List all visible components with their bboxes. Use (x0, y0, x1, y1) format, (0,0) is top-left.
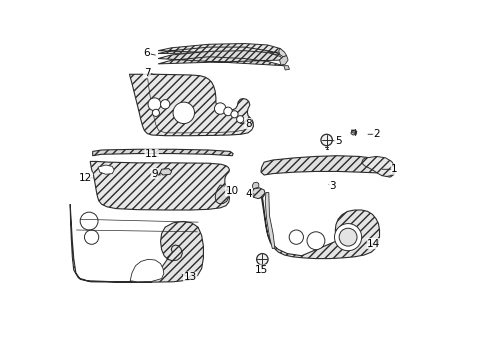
Text: 6: 6 (143, 48, 150, 58)
Text: 1: 1 (390, 164, 397, 174)
Text: 12: 12 (79, 173, 92, 183)
Polygon shape (264, 193, 274, 249)
Circle shape (306, 232, 324, 249)
Polygon shape (260, 190, 379, 258)
Text: 14: 14 (366, 239, 380, 249)
Circle shape (230, 111, 238, 118)
Text: 11: 11 (145, 149, 158, 159)
Circle shape (80, 212, 98, 230)
Text: 5: 5 (334, 136, 341, 146)
Circle shape (236, 116, 244, 123)
Polygon shape (252, 182, 258, 189)
Polygon shape (70, 204, 203, 282)
Circle shape (339, 228, 356, 246)
Circle shape (334, 224, 361, 251)
Circle shape (288, 230, 303, 244)
Text: 15: 15 (255, 265, 268, 275)
Circle shape (224, 107, 232, 116)
Text: 8: 8 (244, 118, 251, 129)
Polygon shape (158, 44, 283, 55)
Polygon shape (261, 156, 391, 175)
Text: 9: 9 (151, 168, 158, 179)
Text: 13: 13 (183, 272, 197, 282)
Text: 4: 4 (245, 189, 252, 199)
Polygon shape (278, 49, 286, 57)
Polygon shape (158, 51, 283, 66)
Circle shape (152, 109, 159, 116)
Polygon shape (90, 161, 229, 210)
Polygon shape (380, 162, 394, 177)
Text: 3: 3 (328, 181, 335, 192)
Polygon shape (129, 74, 253, 136)
Circle shape (214, 103, 225, 114)
Text: 2: 2 (373, 129, 379, 139)
Circle shape (160, 100, 169, 109)
Text: 7: 7 (143, 68, 150, 78)
Polygon shape (350, 130, 356, 135)
Polygon shape (93, 149, 233, 156)
Circle shape (148, 98, 161, 111)
Polygon shape (160, 168, 171, 175)
Polygon shape (279, 56, 287, 65)
Polygon shape (215, 185, 228, 203)
Circle shape (320, 134, 332, 146)
Circle shape (256, 253, 267, 265)
Text: 10: 10 (225, 186, 238, 196)
Circle shape (84, 230, 99, 244)
Polygon shape (361, 157, 394, 176)
Circle shape (173, 102, 194, 123)
Polygon shape (251, 188, 264, 199)
Polygon shape (98, 165, 114, 174)
Polygon shape (130, 259, 163, 282)
Polygon shape (283, 66, 289, 70)
